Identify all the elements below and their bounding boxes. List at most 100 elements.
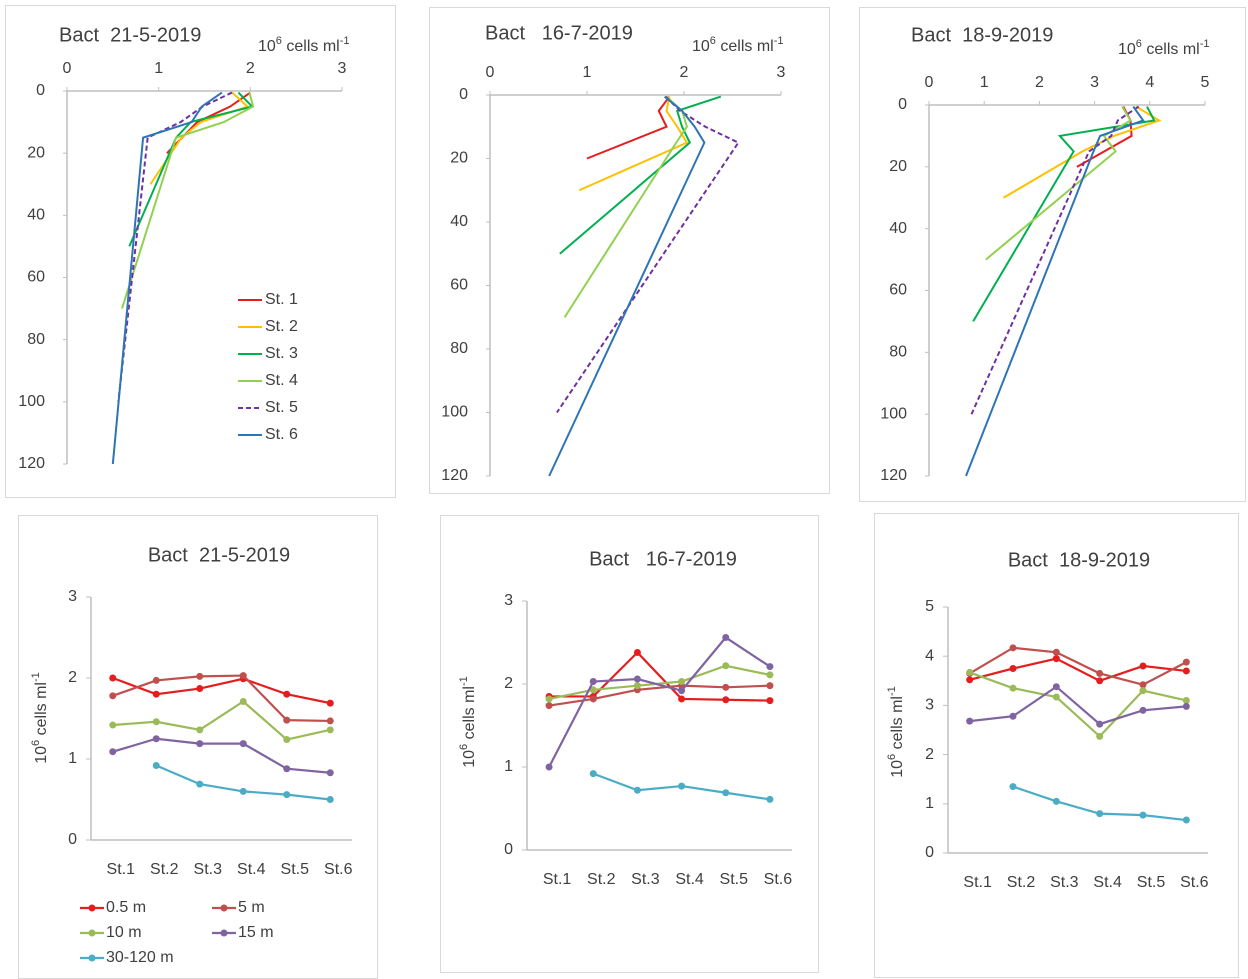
y-tick-label: 1 xyxy=(925,795,934,812)
axis-label-part: 10 xyxy=(33,746,50,764)
series-line xyxy=(548,664,771,701)
profile-line xyxy=(111,91,223,465)
data-point xyxy=(766,663,774,671)
y-tick-label: 80 xyxy=(889,344,907,361)
x-tick-label: 3 xyxy=(338,60,347,77)
axis-label-exponent: -1 xyxy=(30,672,42,682)
y-tick-label: 80 xyxy=(450,340,468,357)
data-point xyxy=(196,685,204,693)
data-point xyxy=(1139,681,1147,689)
axis-label-exponent: -1 xyxy=(1200,38,1210,50)
data-point xyxy=(1139,662,1147,670)
legend-label: St. 1 xyxy=(265,291,298,308)
data-point xyxy=(589,695,597,703)
x-tick-label: St.1 xyxy=(963,874,992,891)
y-tick-label: 4 xyxy=(925,647,934,664)
y-tick-label: 20 xyxy=(27,144,45,161)
data-point xyxy=(766,697,774,705)
y-tick-label: 0 xyxy=(68,831,77,848)
data-point xyxy=(678,782,686,790)
data-point xyxy=(1009,783,1017,791)
profile-line xyxy=(970,105,1140,415)
axis-label-part: cells ml xyxy=(461,686,478,744)
profile-line xyxy=(559,95,722,255)
series-line xyxy=(969,657,1187,682)
data-point xyxy=(326,796,334,803)
x-tick-label: St.1 xyxy=(543,871,572,888)
panel-frame xyxy=(859,7,1246,502)
chart-title: Bact 16-7-2019 xyxy=(485,22,633,44)
y-tick-label: 2 xyxy=(925,746,934,763)
data-point xyxy=(152,735,160,743)
profile-line xyxy=(556,95,740,414)
series-line xyxy=(549,650,770,702)
data-point xyxy=(722,662,730,670)
x-tick-label: St.4 xyxy=(237,861,266,878)
y-tick-label: 100 xyxy=(18,393,45,410)
data-point xyxy=(1052,797,1060,805)
data-point xyxy=(545,763,553,771)
data-point xyxy=(966,717,974,725)
y-tick-label: 120 xyxy=(441,467,468,484)
axis-label-exponent: -1 xyxy=(458,676,470,686)
profile-line xyxy=(985,106,1132,261)
series-line xyxy=(548,636,771,768)
profile-line xyxy=(972,106,1156,322)
x-tick-label: 1 xyxy=(154,60,163,77)
data-point xyxy=(1182,658,1190,666)
data-point xyxy=(1009,684,1017,692)
y-tick-label: 40 xyxy=(889,220,907,237)
data-point xyxy=(109,692,117,700)
y-tick-label: 120 xyxy=(18,455,45,472)
x-tick-label: 4 xyxy=(1145,74,1154,91)
data-point xyxy=(633,682,641,690)
data-point xyxy=(152,676,160,684)
panel-frame xyxy=(18,515,378,979)
axis-label-part: 10 xyxy=(889,760,906,778)
axis-label-part: cells ml xyxy=(33,682,50,740)
x-tick-label: 5 xyxy=(1201,74,1210,91)
series-line xyxy=(969,646,1187,686)
profile-line xyxy=(563,95,689,318)
x-tick-label: 3 xyxy=(1090,74,1099,91)
data-point xyxy=(1182,696,1190,704)
x-tick-label: St.5 xyxy=(281,861,310,878)
axis-label: 106 cells ml-1 xyxy=(692,35,783,55)
data-point xyxy=(722,696,730,704)
y-tick-label: 1 xyxy=(68,750,77,767)
data-point xyxy=(196,740,204,748)
y-tick-label: 3 xyxy=(925,697,934,714)
axis-label-part: cells ml xyxy=(282,38,340,55)
axis-label: 106 cells ml-1 xyxy=(458,676,478,767)
x-tick-label: St.5 xyxy=(1137,874,1166,891)
data-point xyxy=(239,697,247,705)
data-point xyxy=(1182,667,1190,675)
data-point xyxy=(633,786,641,794)
data-point xyxy=(196,726,204,734)
profile-line xyxy=(128,91,255,247)
profile-line xyxy=(578,96,689,192)
data-point xyxy=(966,668,974,676)
axis-label-exponent: -1 xyxy=(774,35,784,47)
data-point xyxy=(1052,655,1060,663)
x-tick-label: St.3 xyxy=(1050,874,1079,891)
data-point xyxy=(1096,810,1104,818)
profile-line xyxy=(586,95,671,160)
data-point xyxy=(1182,702,1190,710)
data-point xyxy=(633,675,641,683)
data-point xyxy=(1139,687,1147,695)
x-tick-label: St.6 xyxy=(1180,874,1209,891)
legend-label: St. 3 xyxy=(265,345,298,362)
data-point xyxy=(152,718,160,726)
data-point xyxy=(1009,665,1017,672)
x-tick-label: St.6 xyxy=(324,861,353,878)
x-tick-label: 2 xyxy=(680,64,689,81)
legend-label: 15 m xyxy=(238,924,274,941)
axis-label-exponent: 6 xyxy=(710,35,716,47)
legend-marker xyxy=(88,929,96,937)
axis-label-exponent: 6 xyxy=(276,35,282,47)
data-point xyxy=(1139,706,1147,714)
data-point xyxy=(1052,683,1060,691)
series-line xyxy=(112,737,331,774)
x-tick-label: 3 xyxy=(777,64,786,81)
